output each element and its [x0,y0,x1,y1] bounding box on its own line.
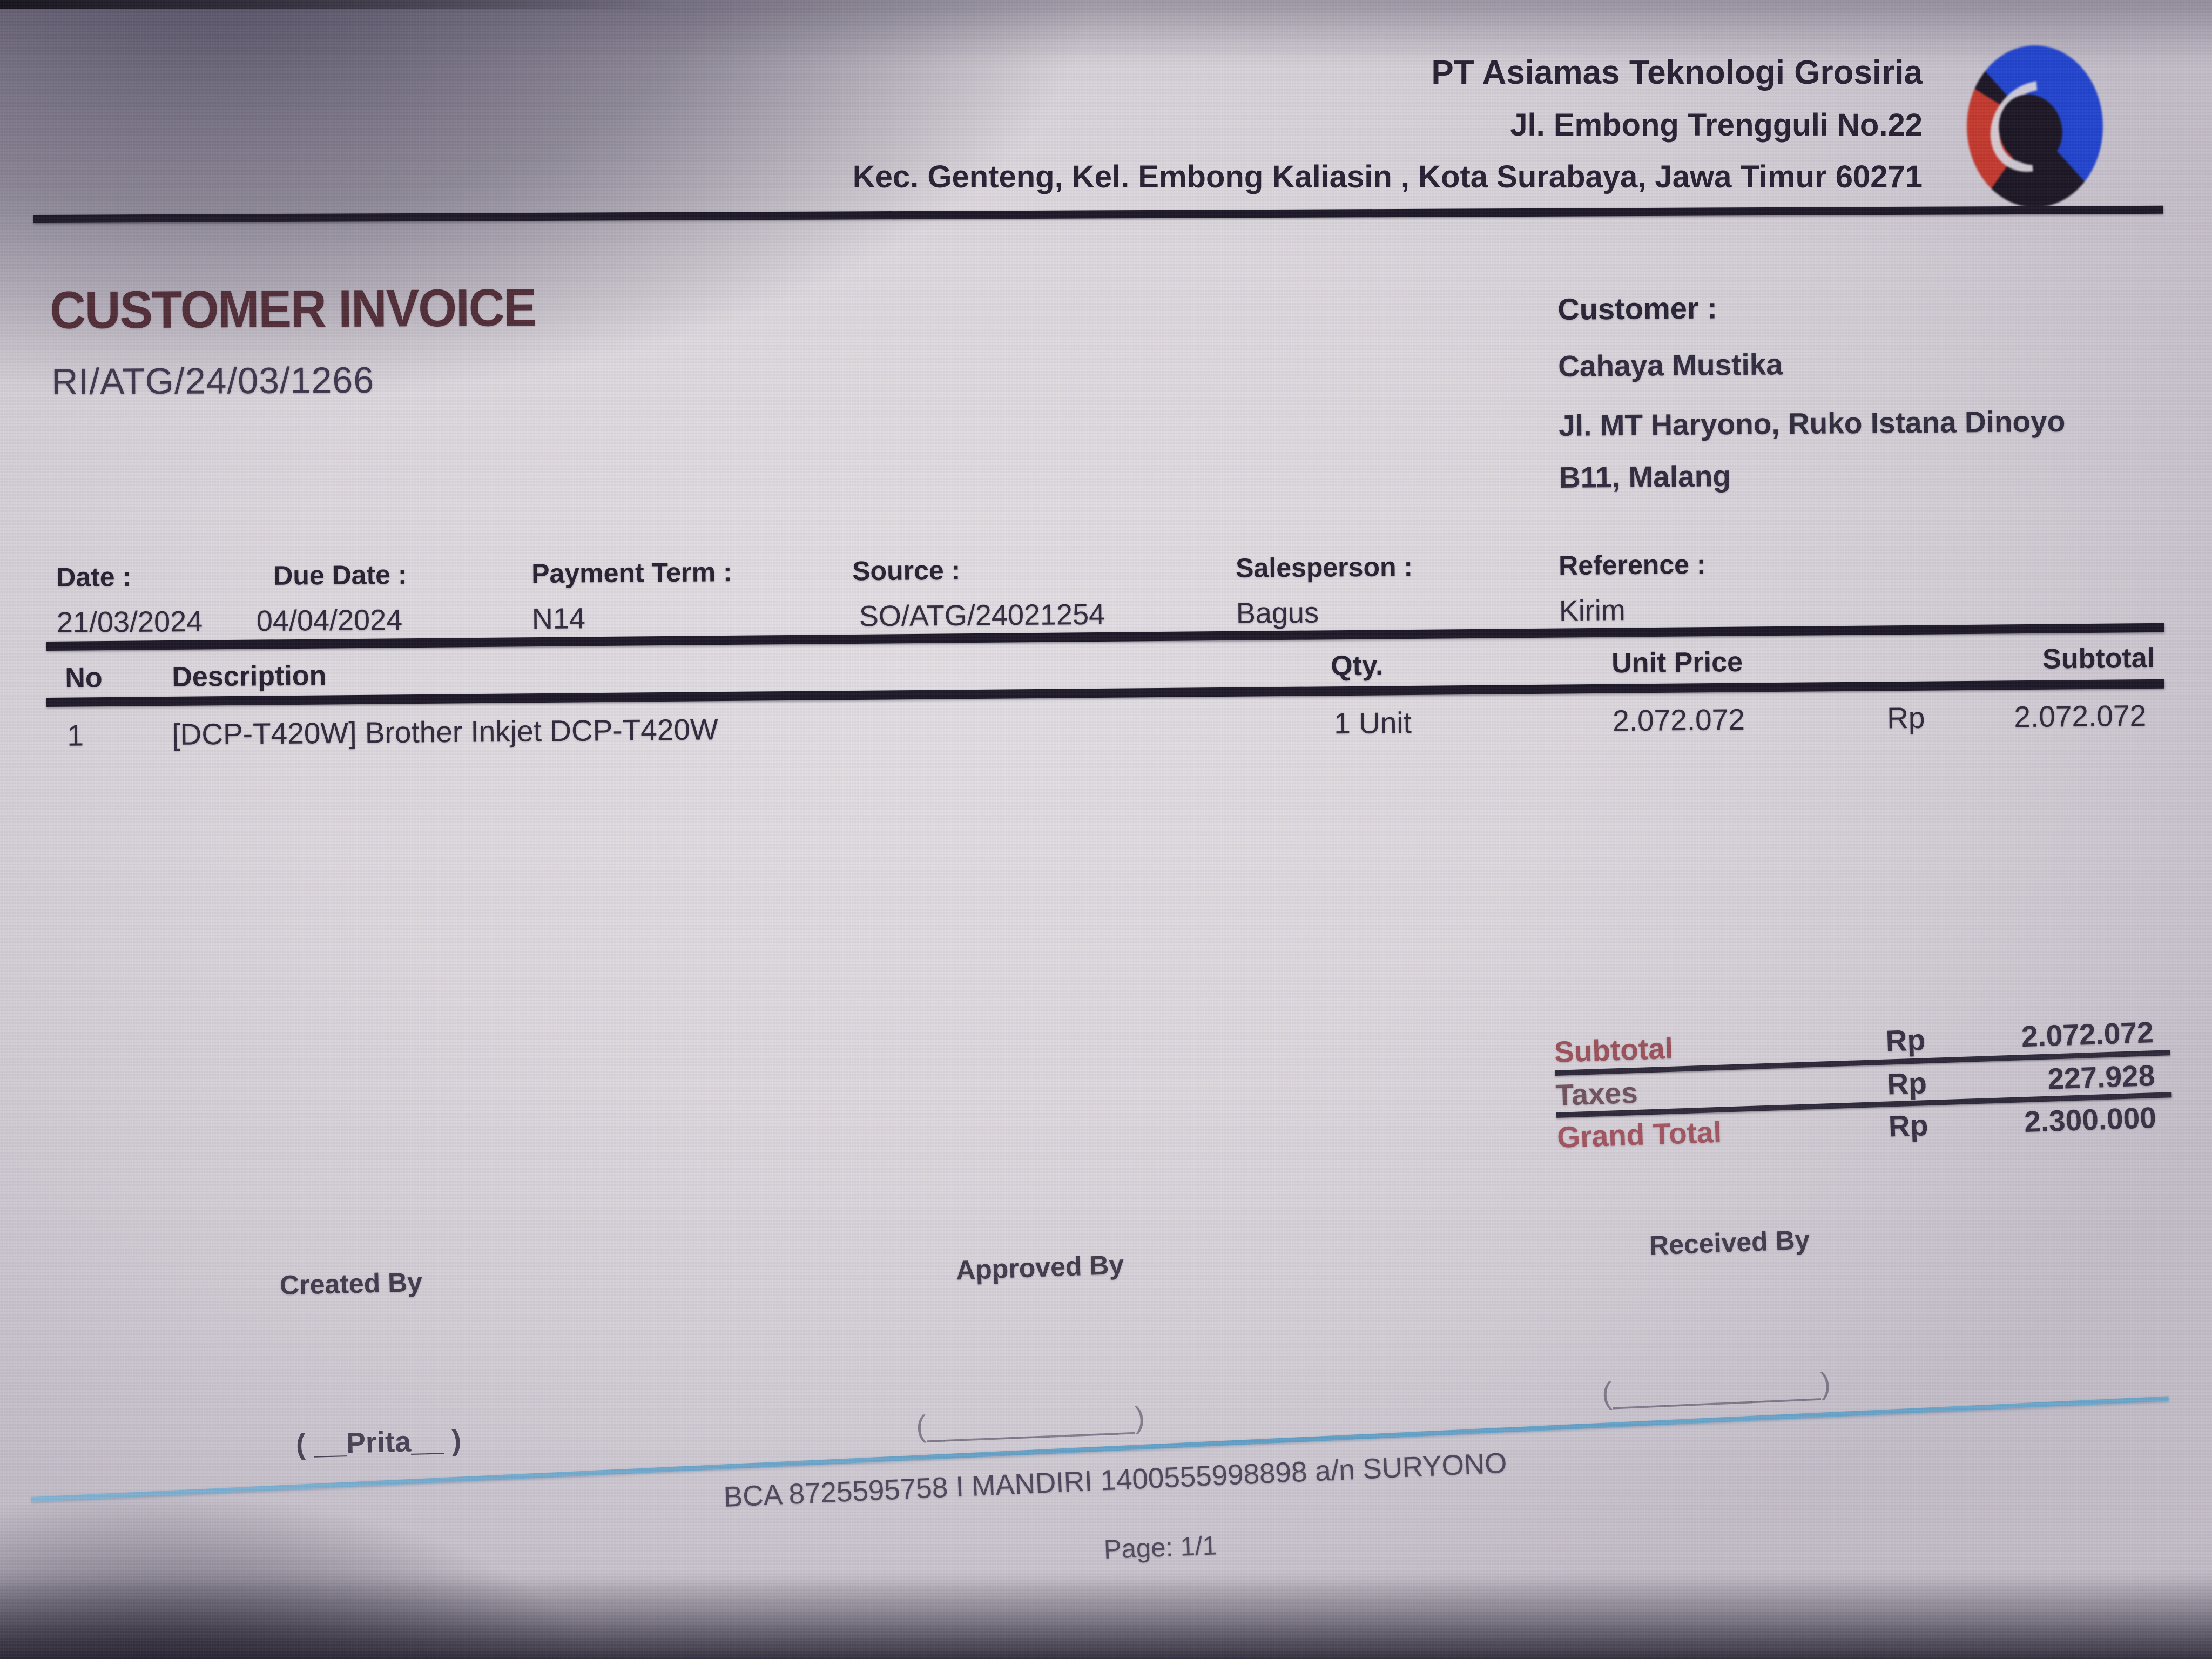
company-logo-icon [1967,45,2103,207]
screen-edge-top [0,0,675,9]
company-address-line1: Jl. Embong Trengguli No.22 [853,99,1923,151]
company-header: PT Asiamas Teknologi Grosiria Jl. Embong… [853,46,1923,203]
photo-shadow-bottom [0,1573,2212,1659]
photo-shadow-top [0,0,2212,65]
g-swirl-logo-icon [1967,45,2103,207]
company-name: PT Asiamas Teknologi Grosiria [853,46,1923,99]
company-address-line2: Kec. Genteng, Kel. Embong Kaliasin , Kot… [853,151,1923,203]
photo-shadow-top-left [0,0,1102,405]
